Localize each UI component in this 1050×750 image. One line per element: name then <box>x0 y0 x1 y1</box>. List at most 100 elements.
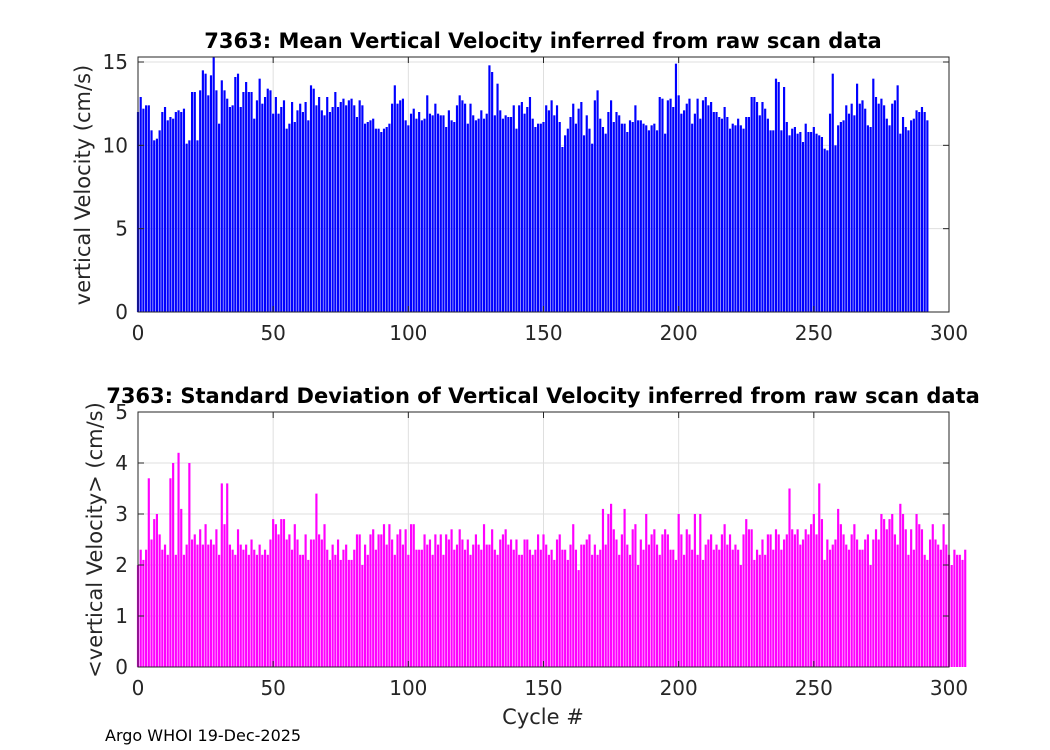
bar <box>839 122 842 312</box>
bar <box>796 529 799 667</box>
bar <box>526 539 529 667</box>
bar <box>937 544 940 667</box>
bar <box>739 125 742 312</box>
bar <box>342 98 345 312</box>
bar <box>423 118 426 312</box>
bar <box>791 529 794 667</box>
bar <box>196 140 199 312</box>
bar <box>158 534 161 667</box>
bar <box>304 102 307 312</box>
bar <box>761 102 764 312</box>
bar <box>961 559 964 667</box>
bar <box>580 102 583 312</box>
bar <box>610 503 613 667</box>
bar <box>255 554 259 667</box>
bar <box>896 85 899 312</box>
bar <box>582 544 586 667</box>
bar <box>664 133 667 312</box>
bar <box>828 549 832 667</box>
bar <box>364 544 367 667</box>
bar <box>607 514 610 667</box>
bar <box>804 123 807 312</box>
bar <box>523 539 526 667</box>
bar <box>320 539 323 667</box>
bar <box>201 544 204 667</box>
bar <box>188 140 191 312</box>
y-axis-label: vertical Velocity (cm/s) <box>71 65 95 305</box>
bar <box>431 554 434 667</box>
bar <box>504 115 507 312</box>
bar <box>377 534 380 667</box>
bar <box>342 549 345 667</box>
bar <box>826 150 829 312</box>
x-tick-label: 100 <box>389 676 427 700</box>
bar <box>418 549 421 667</box>
bar <box>793 534 796 667</box>
bar <box>331 544 334 667</box>
bar <box>464 103 467 312</box>
bar <box>445 534 448 667</box>
bar <box>307 120 310 312</box>
bar <box>528 97 532 312</box>
bar <box>242 549 245 667</box>
bar <box>712 549 715 667</box>
bar <box>907 130 910 312</box>
bar <box>707 105 710 312</box>
bar <box>426 95 429 312</box>
bar <box>236 529 240 667</box>
bar <box>731 549 734 667</box>
bar <box>518 554 521 667</box>
bar <box>820 137 824 312</box>
bar <box>445 127 448 312</box>
bar <box>655 544 659 667</box>
bar <box>780 549 783 667</box>
bar <box>680 113 683 312</box>
bar <box>361 565 364 667</box>
bar <box>391 539 394 667</box>
bar <box>880 514 883 667</box>
bar <box>539 123 542 312</box>
bar <box>209 75 213 312</box>
bar <box>215 90 218 312</box>
bar <box>720 118 723 312</box>
bar <box>574 549 578 667</box>
bar <box>299 103 302 312</box>
y-tick-label: 10 <box>103 133 128 157</box>
bar <box>434 103 437 312</box>
bar <box>899 133 902 312</box>
bar <box>293 524 296 667</box>
bar <box>188 463 191 667</box>
bar <box>231 549 234 667</box>
bar <box>904 127 907 312</box>
bar <box>707 539 710 667</box>
bar <box>190 539 194 667</box>
bar <box>885 118 888 312</box>
x-tick-label: 150 <box>524 676 562 700</box>
bar <box>461 100 464 312</box>
bar <box>910 120 913 312</box>
y-tick-label: 4 <box>115 451 128 475</box>
bar <box>153 140 156 312</box>
bar <box>355 117 359 312</box>
bar <box>718 117 721 312</box>
bar <box>458 529 461 667</box>
bar <box>453 549 456 667</box>
y-tick-label: 15 <box>103 50 128 74</box>
bar <box>526 107 529 312</box>
bar <box>150 130 153 312</box>
bar <box>453 122 456 312</box>
bar <box>193 92 196 312</box>
bar <box>791 128 794 312</box>
bar <box>728 534 732 667</box>
bar <box>345 105 348 312</box>
bar <box>623 123 626 312</box>
bar <box>555 105 559 312</box>
bar <box>580 544 583 667</box>
bar <box>482 524 486 667</box>
bar <box>650 534 653 667</box>
bar <box>682 110 686 312</box>
bar <box>764 108 767 312</box>
bar <box>628 554 632 667</box>
bar <box>577 108 580 312</box>
bar <box>155 514 158 667</box>
